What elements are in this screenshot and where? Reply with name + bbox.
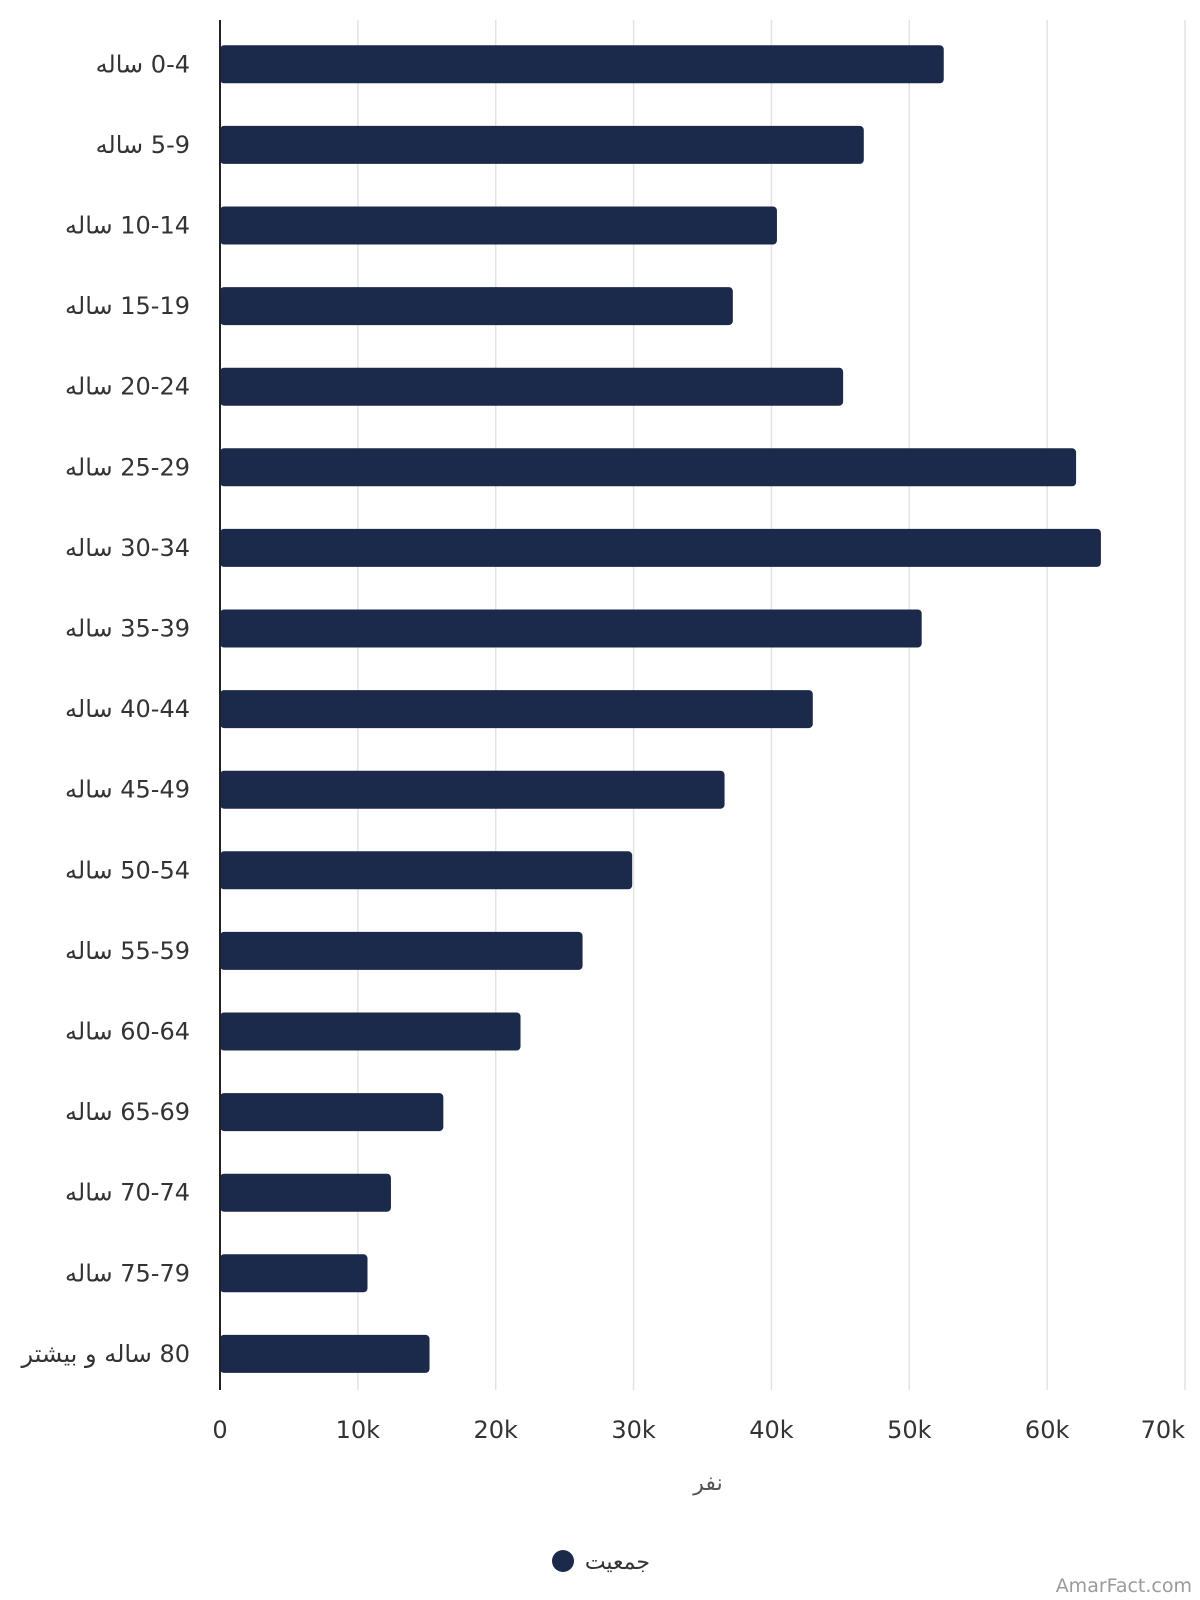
x-tick-label: 30k	[611, 1416, 656, 1444]
bar	[220, 287, 733, 326]
x-tick-labels: 0 10k 20k 30k 40k 50k 60k 70k	[212, 1416, 1185, 1444]
bar	[220, 448, 1077, 487]
legend-label: جمعیت	[585, 1550, 650, 1575]
bar	[220, 931, 583, 970]
bar	[220, 690, 813, 729]
category-label: 10-14 ساله	[65, 212, 190, 240]
bar	[220, 1334, 430, 1373]
legend: جمعیت	[552, 1550, 650, 1575]
bar	[220, 770, 725, 809]
watermark: AmarFact.com	[1056, 1575, 1192, 1597]
bar	[220, 206, 777, 245]
bar	[220, 1093, 444, 1132]
x-tick-label: 70k	[1141, 1416, 1186, 1444]
legend-marker	[552, 1550, 574, 1572]
x-tick-label: 20k	[473, 1416, 518, 1444]
x-tick-label: 10k	[336, 1416, 381, 1444]
category-label: 30-34 ساله	[65, 534, 190, 562]
category-label: 80 ساله و بیشتر	[21, 1340, 190, 1368]
category-label: 60-64 ساله	[65, 1018, 190, 1046]
bar	[220, 367, 844, 406]
bar	[220, 609, 922, 648]
bar	[220, 1173, 391, 1212]
category-label: 5-9 ساله	[96, 131, 190, 159]
category-label: 65-69 ساله	[65, 1098, 190, 1126]
category-label: 20-24 ساله	[65, 373, 190, 401]
category-label: 45-49 ساله	[65, 776, 190, 804]
bar	[220, 851, 633, 890]
category-label: 40-44 ساله	[65, 695, 190, 723]
x-tick-label: 50k	[887, 1416, 932, 1444]
x-tick-label: 60k	[1025, 1416, 1070, 1444]
bar	[220, 528, 1101, 567]
bar	[220, 125, 864, 164]
category-label: 0-4 ساله	[96, 50, 190, 78]
category-label: 70-74 ساله	[65, 1179, 190, 1207]
category-label: 15-19 ساله	[65, 292, 190, 320]
bar	[220, 1012, 521, 1051]
category-labels: 0-4 ساله 5-9 ساله 10-14 ساله 15-19 ساله 20-2…	[21, 50, 190, 1368]
category-label: 50-54 ساله	[65, 856, 190, 884]
x-tick-label: 40k	[749, 1416, 794, 1444]
category-label: 75-79 ساله	[65, 1259, 190, 1287]
category-label: 35-39 ساله	[65, 615, 190, 643]
bars	[220, 45, 1101, 1373]
category-label: 55-59 ساله	[65, 937, 190, 965]
x-tick-label: 0	[212, 1416, 227, 1444]
bar	[220, 45, 944, 84]
x-axis-title: نفر	[692, 1471, 722, 1496]
bar	[220, 1254, 368, 1293]
category-label: 25-29 ساله	[65, 453, 190, 481]
